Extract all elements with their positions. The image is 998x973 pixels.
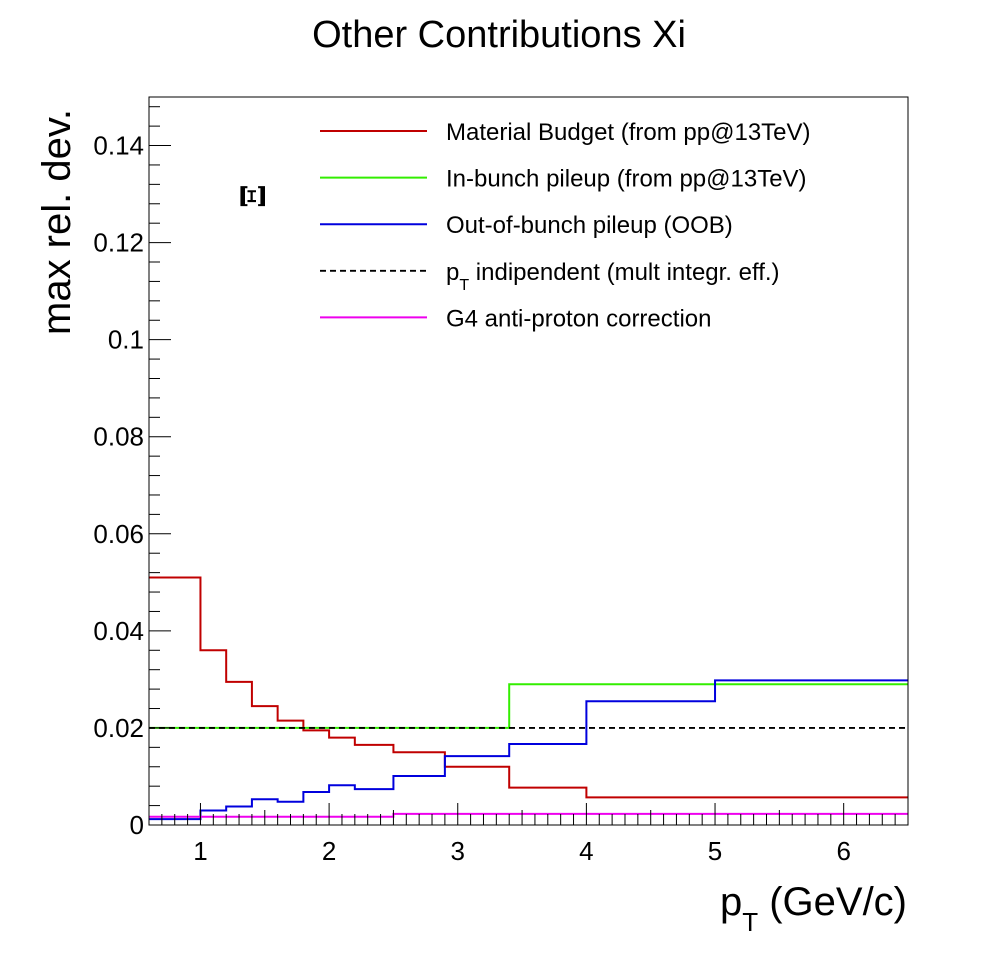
y-tick-label: 0.02 — [93, 713, 144, 743]
legend-label-0: Material Budget (from pp@13TeV) — [446, 119, 811, 146]
series-line-2 — [149, 679, 908, 821]
y-tick-label: 0.12 — [93, 228, 144, 258]
x-tick-label: 1 — [193, 836, 207, 866]
y-tick-label: 0.1 — [108, 325, 144, 355]
legend: Material Budget (from pp@13TeV) In-bunch … — [320, 119, 811, 332]
x-tick-label: 4 — [579, 836, 593, 866]
y-tick-label: 0.04 — [93, 616, 144, 646]
y-axis-title: max rel. dev. — [35, 109, 79, 335]
legend-label-2: Out-of-bunch pileup (OOB) — [446, 212, 733, 239]
x-axis-title-sub: T — [742, 907, 758, 937]
legend-label-1: In-bunch pileup (from pp@13TeV) — [446, 166, 807, 193]
xi-annotation: Ξ — [234, 184, 274, 208]
y-tick-label: 0.06 — [93, 519, 144, 549]
series-line-0 — [149, 576, 908, 799]
x-tick-label: 3 — [451, 836, 465, 866]
legend-label-3: pT indipendent (mult integr. eff.) — [446, 259, 780, 294]
plot-frame — [148, 96, 909, 826]
x-tick-label: 2 — [322, 836, 336, 866]
x-axis-title-main: p — [720, 880, 742, 924]
y-tick-label: 0 — [130, 810, 144, 840]
legend-label-4: G4 anti-proton correction — [446, 305, 711, 332]
y-tick-label: 0.08 — [93, 422, 144, 452]
x-tick-label: 6 — [836, 836, 850, 866]
y-tick-label: 0.14 — [93, 131, 144, 161]
chart-title: Other Contributions Xi — [312, 14, 686, 56]
x-axis-title-unit: (GeV/c) — [758, 880, 907, 924]
x-axis-title: pT (GeV/c) — [720, 880, 907, 937]
x-tick-label: 5 — [708, 836, 722, 866]
